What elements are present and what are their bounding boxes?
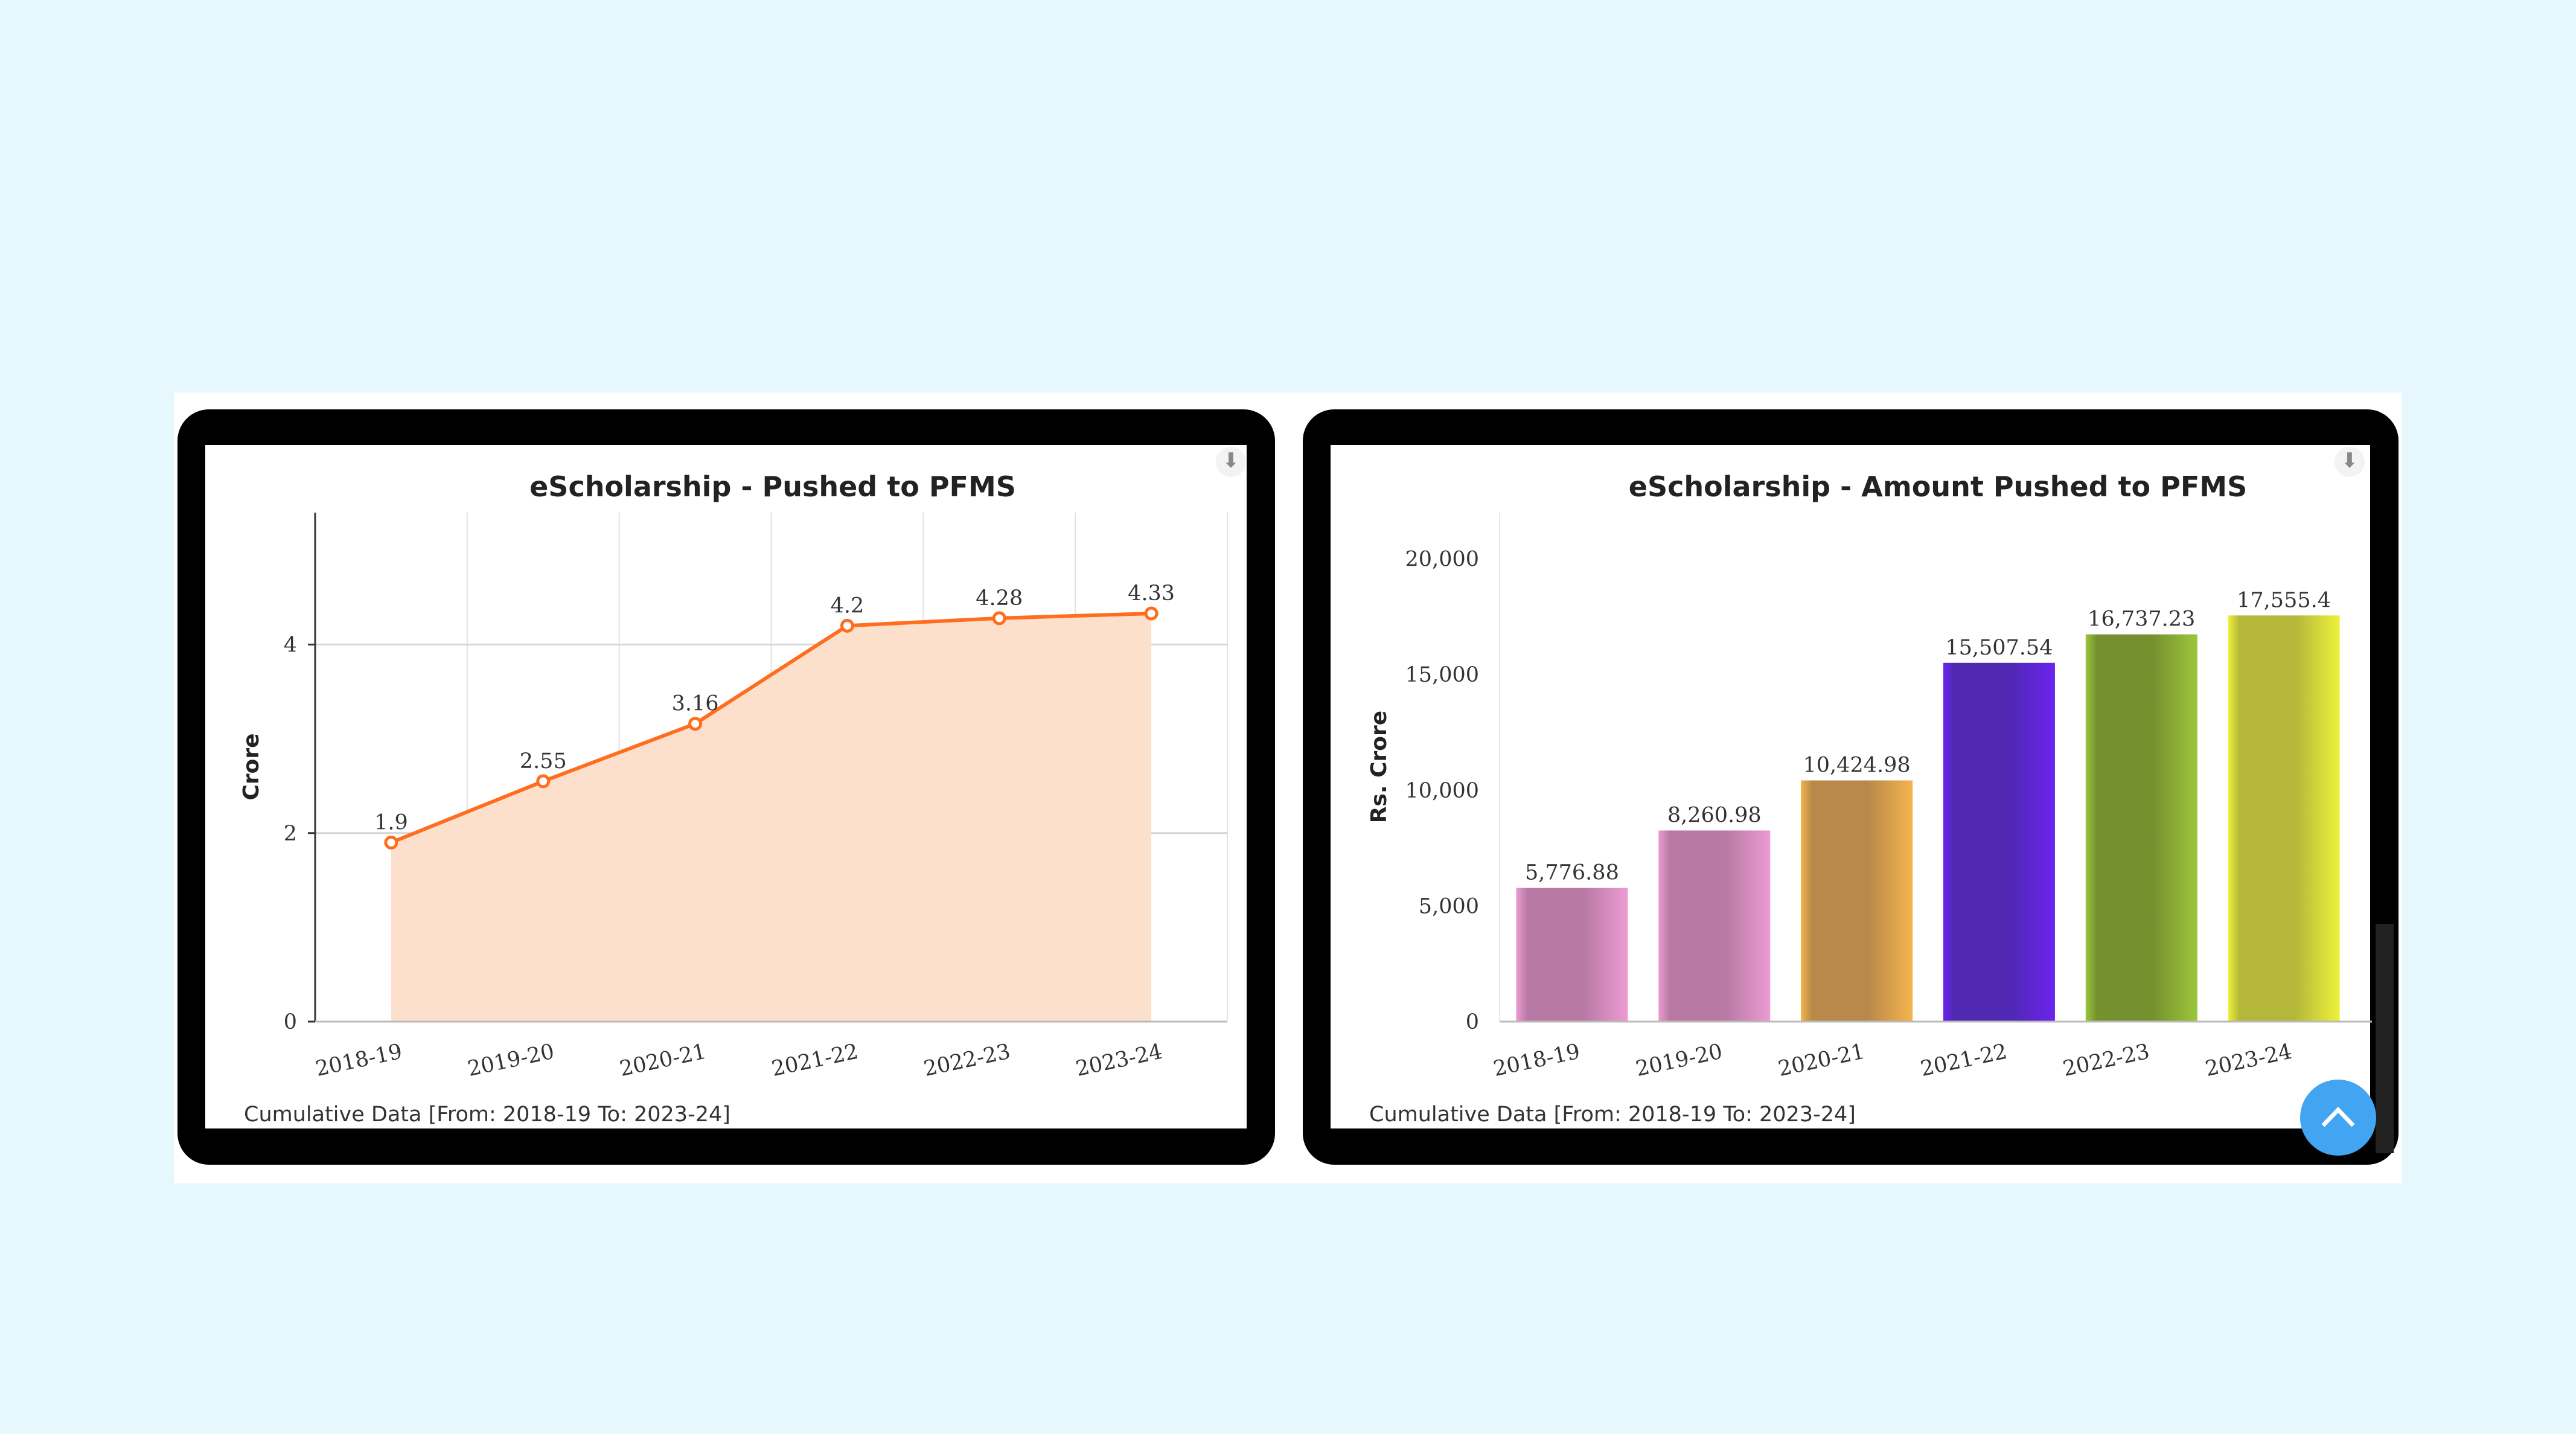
x-tick-label: 2023-24 [2203,1040,2294,1081]
y-tick-label: 5,000 [1419,894,1479,918]
chevron-up-icon [2321,1106,2355,1127]
data-label: 3.16 [672,692,719,716]
bar [1801,780,1913,1022]
data-label: 4.28 [976,586,1023,610]
data-label: 17,555.4 [2237,588,2331,612]
data-point [384,835,398,850]
y-tick-label: 0 [1466,1010,1479,1034]
bar [1658,830,1771,1022]
data-label: 10,424.98 [1803,754,1911,778]
y-tick-label: 4 [284,633,297,658]
area-fill [391,613,1152,1022]
x-tick-label: 2019-20 [1634,1040,1725,1081]
scroll-to-top-button[interactable] [2300,1080,2376,1156]
x-tick-label: 2022-23 [2061,1040,2152,1081]
x-tick-label: 2018-19 [1491,1040,1582,1081]
x-tick-label: 2018-19 [313,1040,404,1081]
bar [2228,615,2340,1022]
data-point [1144,606,1159,621]
chart2-title: eScholarship - Amount Pushed to PFMS [1629,470,2247,503]
y-tick-label: 10,000 [1405,779,1479,803]
data-label: 4.2 [831,594,865,618]
data-label: 2.55 [520,749,567,773]
side-toolbar[interactable] [2376,924,2394,1153]
data-label: 4.33 [1128,581,1175,606]
data-point [992,611,1006,626]
x-tick-label: 2020-21 [618,1040,709,1081]
x-tick-label: 2022-23 [922,1040,1013,1081]
chart1-title: eScholarship - Pushed to PFMS [529,470,1016,503]
data-point [688,717,703,731]
chart1-ylabel: Crore [239,733,264,800]
data-label: 5,776.88 [1525,861,1619,885]
x-tick-label: 2021-22 [1919,1040,2010,1081]
bar [1943,662,2055,1022]
x-tick-label: 2019-20 [465,1040,557,1081]
data-label: 8,260.98 [1667,803,1762,827]
download-icon[interactable]: ⬇ [1216,447,1246,477]
y-tick-label: 20,000 [1405,548,1479,572]
y-tick-label: 15,000 [1405,663,1479,687]
data-label: 16,737.23 [2088,607,2195,632]
bar [2085,634,2197,1022]
data-label: 15,507.54 [1945,636,2053,660]
data-point [840,618,854,633]
y-tick-label: 0 [284,1010,297,1034]
chart2-footer: Cumulative Data [From: 2018-19 To: 2023-… [1369,1103,1856,1127]
download-icon[interactable]: ⬇ [2335,447,2365,477]
x-tick-label: 2021-22 [770,1040,861,1081]
data-label: 1.9 [374,810,408,834]
chart1-footer: Cumulative Data [From: 2018-19 To: 2023-… [244,1103,730,1127]
x-tick-label: 2023-24 [1073,1040,1165,1081]
chart2-ylabel: Rs. Crore [1367,711,1392,823]
series-line [390,612,1152,845]
x-tick-label: 2020-21 [1776,1040,1867,1081]
data-point [536,774,551,789]
bar [1516,888,1628,1022]
y-tick-label: 2 [284,822,297,846]
